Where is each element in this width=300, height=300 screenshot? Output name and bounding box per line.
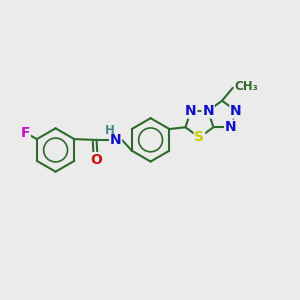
Text: H: H xyxy=(104,124,114,137)
Text: N: N xyxy=(225,120,236,134)
Text: N: N xyxy=(110,133,122,147)
Text: F: F xyxy=(21,125,30,140)
Text: S: S xyxy=(194,130,204,144)
Text: N: N xyxy=(202,104,214,118)
Text: O: O xyxy=(90,153,102,167)
Text: N: N xyxy=(185,104,196,118)
Text: N: N xyxy=(230,104,242,118)
Text: CH₃: CH₃ xyxy=(235,80,258,93)
